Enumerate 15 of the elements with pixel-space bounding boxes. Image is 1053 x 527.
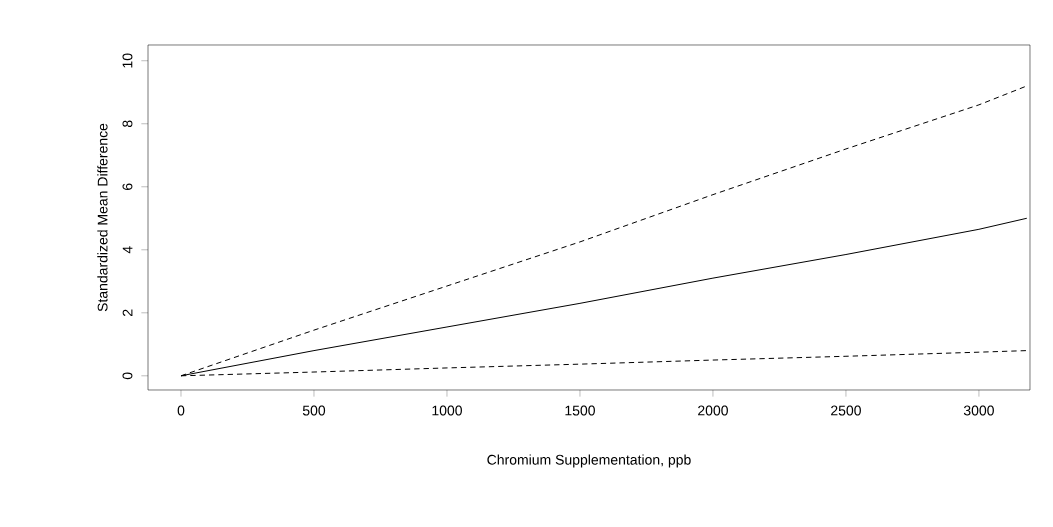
y-tick-label: 8 [122,120,133,128]
x-tick-label: 1000 [432,405,462,416]
y-axis-title: Standardized Mean Difference [97,123,108,312]
y-tick-label: 2 [122,309,133,316]
y-tick-label: 0 [122,372,133,380]
x-tick-label: 2500 [831,405,861,416]
x-axis-title: Chromium Supplementation, ppb [487,454,691,468]
y-tick-label: 4 [122,246,133,254]
x-tick-label: 2000 [698,405,728,416]
x-tick-label: 3000 [963,405,994,416]
y-tick-label: 10 [122,53,133,68]
x-tick-label: 0 [177,405,185,416]
y-tick-label: 6 [122,183,133,190]
x-tick-label: 500 [302,405,326,416]
x-tick-label: 1500 [565,405,595,416]
